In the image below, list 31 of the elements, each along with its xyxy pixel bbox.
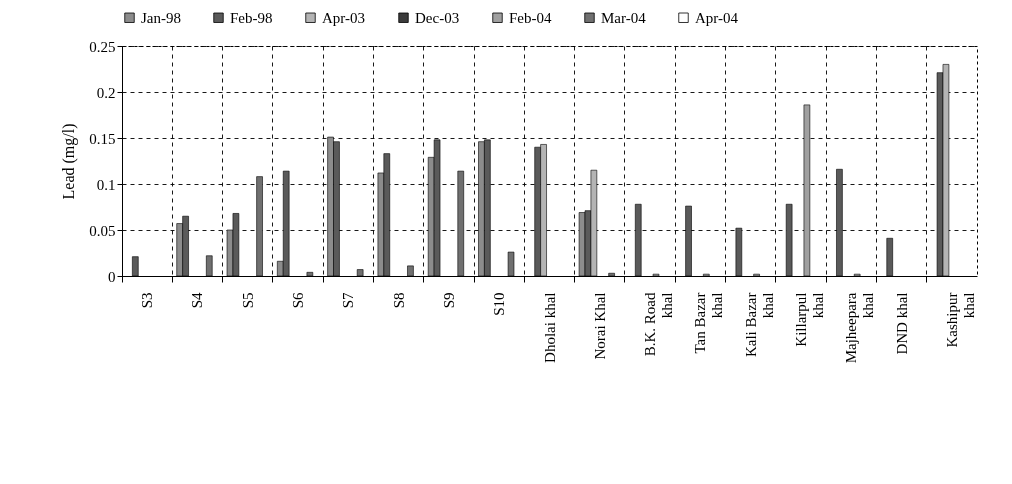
legend-label: Mar-04	[601, 9, 647, 26]
y-tick-label: 0.2	[96, 84, 116, 101]
x-tick-label: Tan Bazar khal	[692, 292, 726, 354]
y-axis-title: Lead (mg/l)	[60, 123, 79, 200]
legend-label: Dec-03	[415, 9, 460, 26]
legend-label: Jan-98	[141, 9, 181, 26]
x-tick-label: S5	[239, 292, 256, 309]
x-tick-label: S10	[491, 292, 508, 316]
x-tick-label: Killarpul khal	[792, 292, 826, 347]
legend-label: Apr-04	[695, 9, 739, 26]
x-tick-label: S3	[139, 292, 156, 309]
y-tick-label: 0.1	[96, 176, 116, 193]
x-tick-label: Norai Khal	[591, 292, 608, 360]
x-tick-label: Kashipur khal	[943, 292, 977, 348]
x-tick-label: S8	[390, 292, 407, 309]
x-tick-label: B.K. Road khal	[642, 292, 676, 357]
y-tick-label: 0	[108, 268, 116, 285]
legend-label: Feb-04	[509, 9, 552, 26]
y-tick-label: 0.25	[89, 38, 116, 55]
x-tick-label: DND khal	[893, 292, 910, 355]
x-tick-label: S6	[290, 292, 307, 309]
y-tick-label: 0.15	[89, 130, 116, 147]
x-tick-label: Kali Bazar khal	[742, 292, 776, 358]
x-tick-label: S4	[189, 292, 206, 309]
legend-label: Feb-98	[230, 9, 273, 26]
x-tick-label: S9	[440, 292, 457, 309]
x-tick-label: Majheepara khal	[843, 292, 877, 364]
y-tick-label: 0.05	[89, 222, 116, 239]
legend-label: Apr-03	[322, 9, 366, 26]
x-tick-label: Dholai khal	[541, 292, 558, 363]
x-tick-label: S7	[340, 292, 357, 309]
